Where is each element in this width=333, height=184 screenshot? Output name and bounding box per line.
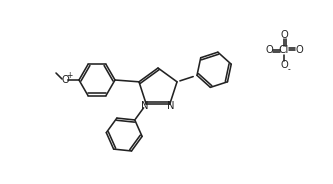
Text: -: -: [288, 66, 290, 75]
Text: O: O: [295, 45, 303, 55]
Text: N: N: [167, 101, 174, 111]
Text: Cl: Cl: [279, 45, 289, 55]
Text: O: O: [265, 45, 273, 55]
Text: +: +: [66, 71, 72, 80]
Text: O: O: [280, 30, 288, 40]
Text: O: O: [280, 60, 288, 70]
Text: N: N: [142, 101, 149, 111]
Text: O: O: [61, 75, 69, 85]
